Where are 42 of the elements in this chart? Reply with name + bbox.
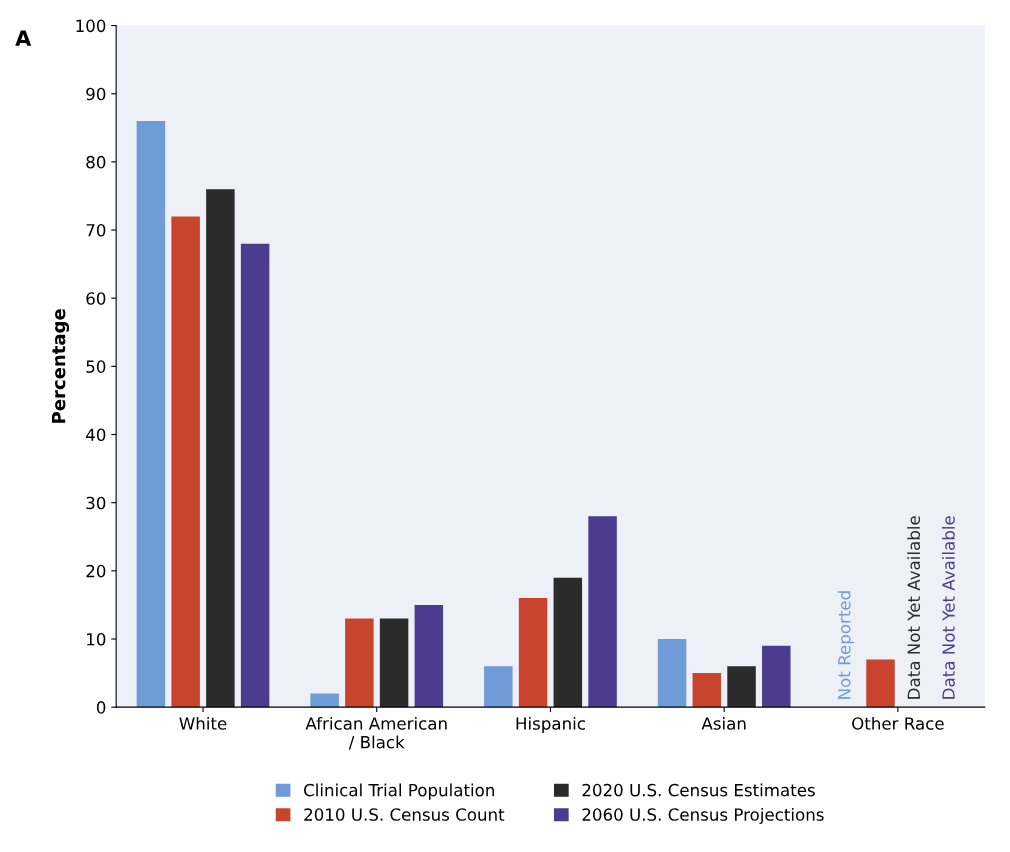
bar	[518, 598, 548, 708]
text: Not Reported	[837, 591, 854, 699]
x-tick-label: African American / Black	[305, 716, 447, 750]
bar	[206, 189, 235, 708]
x-tick-label: White	[179, 716, 227, 730]
x-tick-label: Asian	[701, 716, 746, 730]
legend-label: 2010 U.S. Census Count	[304, 808, 505, 821]
legend-label: 2020 U.S. Census Estimates	[582, 783, 815, 797]
y-tick-label: 90	[86, 87, 106, 101]
bar	[310, 693, 339, 708]
bar	[762, 645, 791, 708]
legend-label: 2060 U.S. Census Projections	[582, 807, 824, 825]
bar	[553, 577, 583, 708]
y-tick-label: 20	[86, 564, 106, 578]
legend-label: Clinical Trial Population	[304, 783, 494, 800]
bar	[379, 618, 409, 708]
bar	[484, 666, 513, 708]
bar	[657, 639, 687, 708]
bar	[588, 516, 617, 708]
x-tick-label: Other Race	[852, 716, 944, 730]
bar	[136, 120, 166, 708]
bar	[866, 659, 895, 708]
y-tick-label: 10	[87, 632, 106, 646]
y-tick-label: 40	[86, 428, 106, 442]
x-tick-label: Hispanic	[516, 716, 585, 734]
text: Data Not Yet Available	[907, 516, 921, 699]
chart-title: A	[15, 30, 32, 46]
y-tick-label: 80	[86, 155, 106, 169]
y-axis-title: Percentage	[52, 309, 70, 423]
bar	[692, 673, 722, 708]
bar	[171, 216, 200, 708]
bar	[240, 243, 270, 708]
bar	[414, 604, 444, 708]
y-tick-label: 30	[86, 496, 106, 510]
bar	[345, 618, 374, 708]
y-tick-label: 0	[96, 701, 106, 714]
y-tick-label: 50	[86, 360, 106, 373]
text: Data Not Yet Available	[941, 516, 955, 699]
y-tick-label: 100	[76, 19, 106, 33]
y-tick-label: 60	[86, 292, 106, 305]
y-tick-label: 70	[86, 224, 106, 237]
bar	[727, 666, 756, 708]
